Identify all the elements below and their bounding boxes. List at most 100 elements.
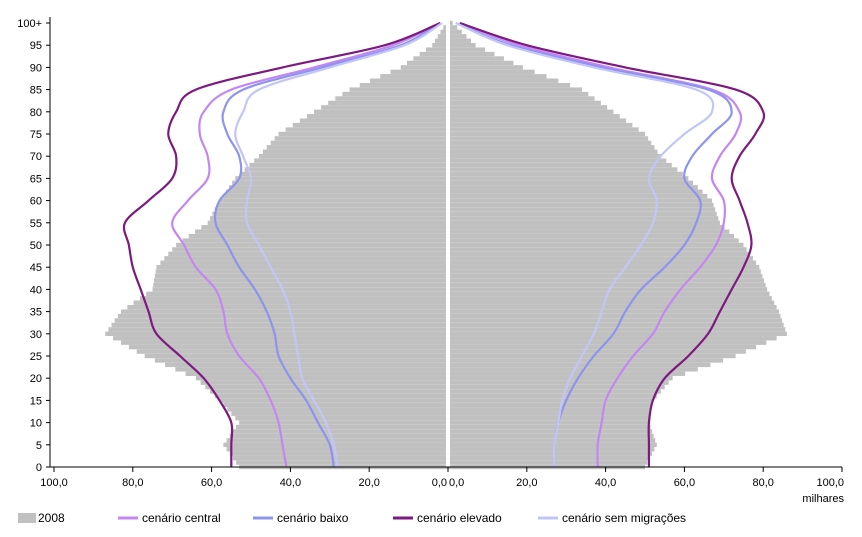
bar-2008-left [335, 96, 448, 101]
y-tick-label: 30 [30, 329, 42, 341]
bar-2008-left [219, 398, 448, 403]
y-tick-label: 55 [30, 218, 42, 230]
bar-2008-right [448, 51, 495, 57]
legend-label-cenario-central: cenário central [142, 511, 221, 525]
bar-2008-left [154, 278, 449, 283]
bar-2008-left [176, 242, 448, 248]
bar-2008-right [448, 25, 458, 30]
x-tick-label-left: 80,0 [122, 477, 143, 489]
x-tick-label-right: 20,0 [516, 477, 537, 489]
bar-2008-left [425, 47, 448, 52]
bar-2008-right [448, 269, 761, 274]
bar-2008-left [155, 269, 449, 274]
y-tick-label: 10 [30, 418, 42, 430]
bar-2008-left [195, 229, 448, 234]
bar-2008-right [448, 256, 753, 261]
bar-2008-right [448, 402, 653, 408]
bar-2008-right [448, 282, 766, 288]
bar-2008-right [448, 242, 744, 248]
bar-2008-right [448, 167, 678, 172]
bar-2008-right [448, 371, 686, 376]
bar-2008-left [239, 171, 448, 177]
bar-2008-left [152, 287, 448, 292]
bar-2008-right [448, 309, 779, 314]
bars-2008-layer [105, 20, 787, 470]
bar-2008-right [448, 87, 582, 92]
scenario-lines-layer [122, 21, 766, 468]
bar-2008-left [228, 185, 448, 190]
bar-2008-left [321, 105, 448, 110]
y-tick-label: 100+ [17, 18, 42, 30]
bar-2008-left [195, 376, 448, 381]
bar-2008-right [448, 407, 652, 412]
bar-2008-right [448, 220, 720, 225]
y-tick-label: 35 [30, 307, 42, 319]
x-tick-label-right: 0,0 [449, 477, 464, 489]
legend-label-cenario-sem-migracoes: cenário sem migrações [562, 511, 686, 525]
bar-2008-left [419, 51, 448, 57]
bar-2008-left [154, 358, 448, 363]
x-tick-label-left: 20,0 [358, 477, 379, 489]
series-line-cenario-central-right [459, 21, 743, 468]
bar-2008-right [448, 118, 627, 123]
y-tick-label: 80 [30, 107, 42, 119]
bar-2008-left [160, 260, 448, 265]
bar-2008-left [236, 424, 448, 430]
bar-2008-left [210, 216, 448, 221]
bar-2008-right [448, 105, 608, 110]
bar-2008-right [448, 109, 614, 114]
bar-2008-right [448, 65, 523, 70]
y-tick-label: 0 [36, 462, 42, 474]
y-tick-label: 15 [30, 395, 42, 407]
bar-2008-right [448, 362, 711, 368]
bar-2008-left [168, 251, 448, 257]
bar-2008-right [448, 278, 764, 283]
bar-2008-right [448, 20, 453, 26]
bar-2008-left [172, 247, 448, 252]
bar-2008-right [448, 398, 653, 403]
series-line-cenario-baixo-right [455, 21, 733, 468]
legend-label-cenario-elevado: cenário elevado [417, 511, 502, 525]
bar-2008-left [249, 162, 448, 168]
bar-2008-left [133, 300, 448, 305]
x-tick-label-right: 80,0 [752, 477, 773, 489]
bar-2008-right [448, 145, 655, 150]
bar-2008-left [254, 158, 448, 163]
bar-2008-left [244, 167, 448, 172]
bar-2008-left [400, 65, 448, 70]
y-tick-label: 45 [30, 262, 42, 274]
x-tick-label-left: 40,0 [280, 477, 301, 489]
bar-2008-right [448, 91, 589, 97]
bar-2008-right [448, 47, 486, 52]
bar-2008-left [114, 318, 449, 323]
x-tick-label-right: 40,0 [595, 477, 616, 489]
bar-2008-right [448, 304, 777, 310]
bar-2008-right [448, 158, 667, 163]
x-axis-unit-label: milhares [802, 493, 844, 505]
bar-2008-left [306, 114, 448, 119]
bar-2008-right [448, 136, 649, 141]
bar-2008-right [448, 273, 763, 279]
bar-2008-right [448, 424, 651, 430]
bar-2008-left [156, 265, 448, 270]
bar-2008-left [127, 304, 448, 310]
bar-2008-left [210, 389, 448, 394]
bar-2008-right [448, 229, 730, 234]
bar-2008-left [274, 136, 448, 141]
bar-2008-left [120, 340, 448, 345]
y-tick-label: 70 [30, 151, 42, 163]
bar-2008-right [448, 291, 770, 297]
bar-2008-right [448, 336, 777, 341]
bar-2008-left [207, 220, 448, 225]
x-tick-label-left: 60,0 [201, 477, 222, 489]
bar-2008-left [258, 154, 448, 159]
y-tick-label: 90 [30, 62, 42, 74]
bar-2008-right [448, 162, 672, 168]
bar-2008-right [448, 451, 653, 456]
y-tick-label: 85 [30, 85, 42, 97]
bar-2008-left [434, 38, 448, 43]
bar-2008-left [113, 336, 448, 341]
series-line-cenario-elevado-right [459, 21, 766, 468]
bar-2008-left [205, 384, 448, 390]
